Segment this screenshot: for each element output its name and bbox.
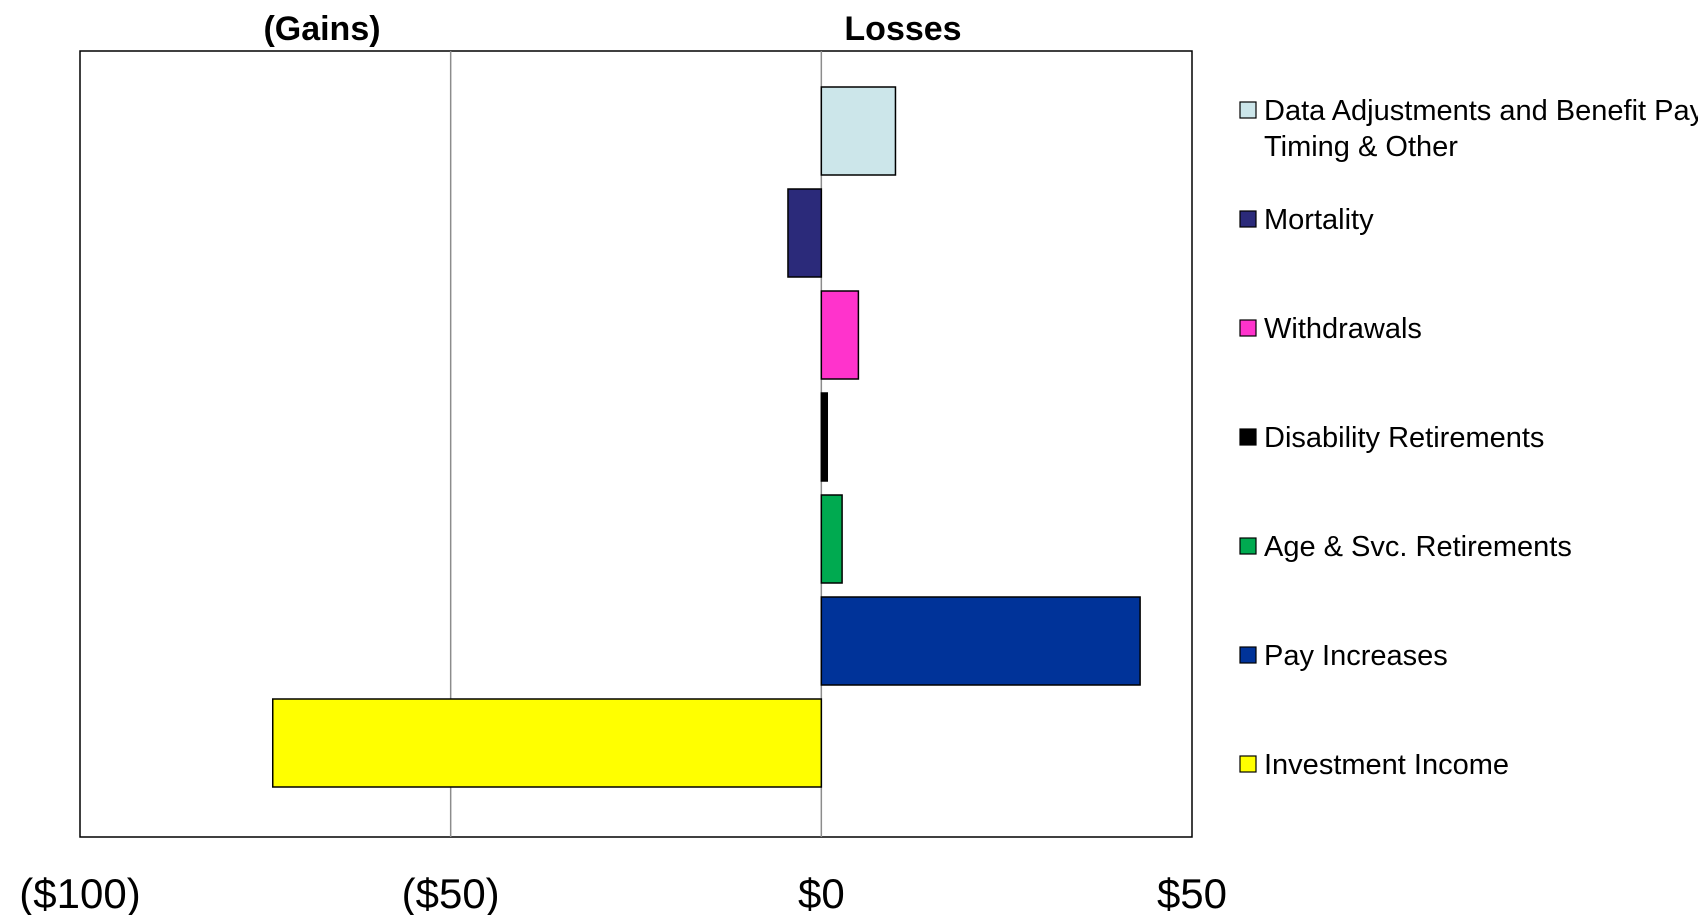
legend-swatch-3 bbox=[1239, 428, 1257, 446]
x-axis-tick-labels: ($100) ($50) $0 $50 bbox=[19, 870, 1227, 917]
bar-3 bbox=[820, 392, 829, 482]
legend: Data Adjustments and Benefit PaymentTimi… bbox=[1239, 95, 1698, 781]
x-tick-label-0: ($100) bbox=[19, 870, 140, 915]
gains-header: (Gains) bbox=[263, 10, 380, 48]
bar-1 bbox=[787, 188, 823, 278]
bars bbox=[271, 86, 1141, 788]
legend-label-0: Data Adjustments and Benefit PaymentTimi… bbox=[1264, 95, 1698, 163]
legend-swatch-2 bbox=[1239, 319, 1257, 337]
legend-label-3: Disability Retirements bbox=[1264, 422, 1544, 454]
legend-label-6: Investment Income bbox=[1264, 749, 1509, 781]
bar-5 bbox=[820, 596, 1141, 686]
legend-label-1: Mortality bbox=[1264, 204, 1374, 236]
legend-swatch-1 bbox=[1239, 210, 1257, 228]
legend-label-2: Withdrawals bbox=[1264, 313, 1422, 345]
x-tick-label-3: $50 bbox=[1157, 870, 1227, 915]
legend-swatch-0 bbox=[1239, 101, 1257, 119]
bar-2 bbox=[820, 290, 860, 380]
legend-swatch-5 bbox=[1239, 646, 1257, 664]
x-tick-label-2: $0 bbox=[798, 870, 845, 915]
x-tick-label-1: ($50) bbox=[402, 870, 500, 915]
bar-4 bbox=[820, 494, 843, 584]
bar-6 bbox=[271, 698, 823, 788]
legend-swatch-6 bbox=[1239, 755, 1257, 773]
losses-header: Losses bbox=[844, 10, 961, 48]
legend-label-5: Pay Increases bbox=[1264, 640, 1448, 672]
legend-swatch-4 bbox=[1239, 537, 1257, 555]
legend-label-4: Age & Svc. Retirements bbox=[1264, 531, 1572, 563]
bar-0 bbox=[820, 86, 897, 176]
